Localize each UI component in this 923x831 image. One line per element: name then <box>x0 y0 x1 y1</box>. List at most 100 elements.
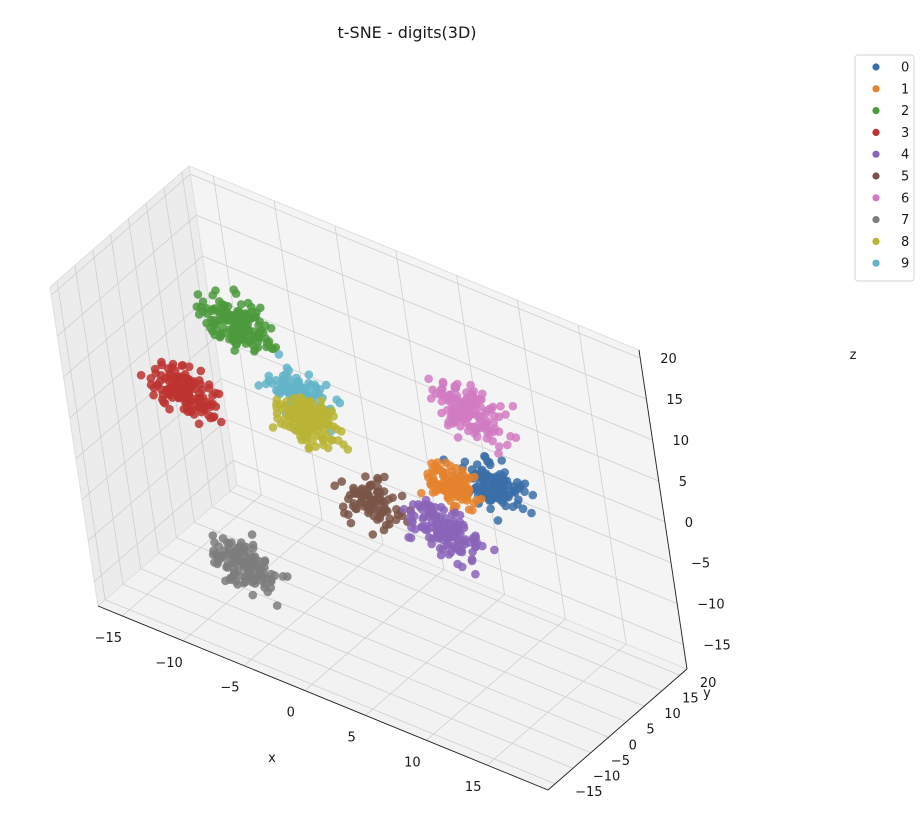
point-digit-4 <box>468 547 477 557</box>
x-tick-label: 0 <box>287 706 295 721</box>
point-digit-5 <box>393 510 403 520</box>
point-digit-0 <box>480 475 489 484</box>
point-digit-6 <box>428 385 437 395</box>
y-grid-line-floor <box>140 568 591 754</box>
legend-label-8: 8 <box>901 235 909 250</box>
point-digit-8 <box>343 445 353 454</box>
point-digit-4 <box>423 525 432 535</box>
point-digit-6 <box>494 427 504 437</box>
point-digit-3 <box>204 380 214 389</box>
point-digit-6 <box>485 426 494 435</box>
point-digit-2 <box>246 313 255 323</box>
x-grid-line-back <box>273 200 323 520</box>
point-digit-9 <box>304 370 314 380</box>
point-digit-5 <box>368 530 378 539</box>
point-digit-5 <box>357 484 367 493</box>
z-grid-line-left <box>75 337 216 460</box>
y-grid-line-left <box>56 280 106 600</box>
point-digit-5 <box>379 525 389 535</box>
point-digit-8 <box>317 412 326 422</box>
point-digit-7 <box>248 590 258 600</box>
point-digit-9 <box>282 387 291 396</box>
point-digit-4 <box>424 533 434 542</box>
x-tick-label: 5 <box>347 730 355 745</box>
point-digit-3 <box>198 385 207 394</box>
point-digit-3 <box>150 364 160 374</box>
legend-label-3: 3 <box>901 126 909 141</box>
point-digit-2 <box>222 313 231 322</box>
point-digit-6 <box>437 397 447 406</box>
point-digit-0 <box>485 460 495 470</box>
z-grid-line-left <box>69 296 209 419</box>
x-grid-line-floor <box>122 494 262 617</box>
point-digit-5 <box>372 488 382 497</box>
point-digit-7 <box>229 557 239 566</box>
legend-marker-3 <box>872 128 880 136</box>
point-digit-3 <box>157 357 166 367</box>
point-digit-2 <box>269 344 278 354</box>
point-digit-2 <box>243 298 253 308</box>
point-digit-7 <box>210 538 219 547</box>
point-digit-4 <box>444 550 454 559</box>
point-digit-4 <box>399 504 409 514</box>
z-tick-label: −5 <box>691 557 710 572</box>
point-digit-4 <box>419 502 429 512</box>
point-digit-9 <box>321 380 331 390</box>
point-digit-7 <box>222 562 231 572</box>
point-digit-5 <box>356 498 366 507</box>
point-digit-3 <box>194 419 204 429</box>
point-digit-4 <box>433 520 443 529</box>
point-digit-3 <box>208 391 217 401</box>
point-digit-4 <box>458 562 467 572</box>
point-digit-5 <box>366 481 376 491</box>
point-digit-3 <box>156 371 166 380</box>
point-digit-5 <box>330 481 340 491</box>
x-grid-line-floor <box>304 569 445 691</box>
point-digit-4 <box>453 534 462 544</box>
point-digit-0 <box>527 508 536 518</box>
point-digit-6 <box>482 417 492 426</box>
point-digit-7 <box>248 544 258 553</box>
point-digit-8 <box>268 423 278 432</box>
point-digit-6 <box>473 421 482 430</box>
point-digit-2 <box>248 331 257 341</box>
point-digit-6 <box>494 449 503 458</box>
point-digit-9 <box>274 388 283 398</box>
point-digit-2 <box>254 320 263 330</box>
point-digit-6 <box>424 374 433 384</box>
point-digit-3 <box>214 389 224 399</box>
point-digit-5 <box>338 502 348 512</box>
point-digit-7 <box>272 601 282 610</box>
z-axis-title: z <box>850 348 857 363</box>
point-digit-3 <box>184 362 194 372</box>
point-digit-0 <box>480 451 489 461</box>
legend-marker-8 <box>872 237 880 245</box>
legend-marker-0 <box>872 63 880 71</box>
point-digit-3 <box>188 405 197 415</box>
y-grid-line-floor <box>211 506 663 692</box>
point-digit-0 <box>520 479 530 489</box>
point-digit-4 <box>406 533 416 543</box>
point-digit-9 <box>335 398 345 408</box>
point-digit-6 <box>496 402 505 411</box>
point-digit-1 <box>462 496 472 505</box>
point-digit-1 <box>472 495 481 505</box>
point-digit-6 <box>508 401 518 411</box>
point-digit-8 <box>316 396 326 406</box>
point-digit-8 <box>298 420 307 429</box>
point-digit-5 <box>373 475 383 485</box>
point-digit-5 <box>337 477 347 486</box>
point-digit-1 <box>451 463 461 473</box>
point-digit-1 <box>433 484 442 494</box>
point-digit-6 <box>445 391 454 400</box>
point-digit-2 <box>236 300 246 309</box>
x-tick-label: −15 <box>95 631 122 646</box>
legend-label-9: 9 <box>901 257 909 272</box>
point-digit-6 <box>464 413 473 422</box>
point-digit-4 <box>490 545 499 555</box>
axis-lines <box>97 349 688 791</box>
point-digit-4 <box>465 538 474 547</box>
point-digit-3 <box>194 402 204 411</box>
y-tick-label: 10 <box>664 707 681 722</box>
point-digit-6 <box>501 410 510 419</box>
